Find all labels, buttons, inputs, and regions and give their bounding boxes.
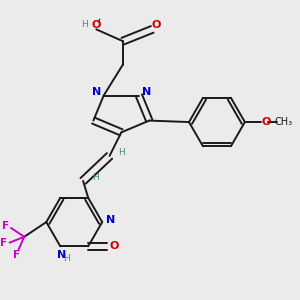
Text: H: H — [92, 173, 99, 182]
Text: F: F — [0, 238, 7, 248]
Text: H: H — [118, 148, 125, 158]
Text: O: O — [109, 241, 119, 251]
Text: N: N — [106, 215, 115, 225]
Text: O: O — [92, 20, 101, 30]
Text: F: F — [13, 250, 20, 260]
Text: CH₃: CH₃ — [274, 117, 292, 127]
Text: O: O — [262, 117, 271, 127]
Text: N: N — [57, 250, 66, 260]
Text: F: F — [2, 221, 9, 232]
Text: H: H — [81, 20, 88, 29]
Text: H: H — [63, 254, 70, 263]
Text: O: O — [152, 20, 161, 30]
Text: N: N — [92, 87, 101, 97]
Text: N: N — [142, 87, 151, 97]
